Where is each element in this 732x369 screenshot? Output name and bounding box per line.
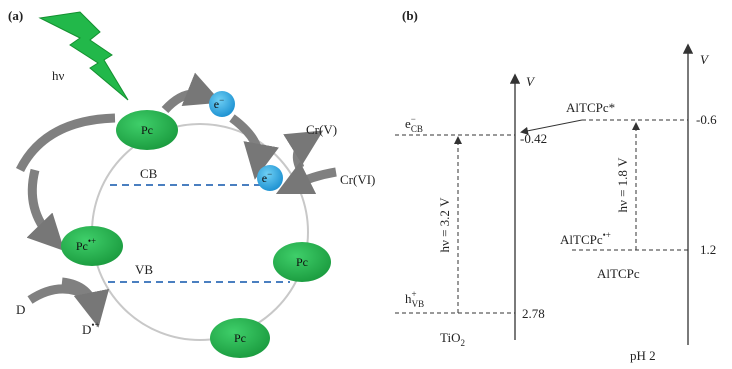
band-label: VB [135,262,153,277]
potential-label: 1.2 [700,242,716,257]
label-base: TiO [440,330,460,345]
axis-label: V [526,74,536,89]
condition-label: pH 2 [630,348,656,363]
cb-label: e−CB [405,114,423,134]
chromium-label: Cr(V) [306,122,337,137]
light-bolt [40,12,128,100]
potential-label: -0.42 [520,131,547,146]
label-sup: •+ [88,236,96,246]
panel-label: (a) [8,8,23,23]
potential-label: -0.6 [696,112,717,127]
label-sub: 2 [460,338,465,348]
label-sup: •+ [603,230,611,240]
oxidized-label: AlTCPc•+ [560,230,611,247]
pc-label: Pc [296,255,308,269]
donor-label: D•+ [82,320,100,337]
label-sub: VB [412,299,425,309]
label-sup: − [219,95,224,105]
label-base: Pc [76,239,88,253]
pc-label: Pc [234,331,246,345]
chromium-label: Cr(VI) [340,172,375,187]
label-sup: − [411,114,416,124]
label-base: Pc [296,255,308,269]
band-label: CB [140,166,158,181]
cycle-circle [92,124,308,340]
label-base: D [82,322,91,337]
label-sup: + [412,289,417,299]
arrow [297,140,308,168]
material-label: TiO2 [440,330,465,348]
light-label: hν [52,68,65,83]
label-sup: − [267,169,272,179]
excitation-label: hν = 1.8 V [615,157,630,213]
arrow [165,94,205,110]
arrow [232,118,258,162]
figure: (a) hν CB VB Pc Pc•+ Pc Pc e− e− Cr(V) C… [0,0,732,369]
donor-label: D [16,302,25,317]
vb-label: h+VB [405,289,424,309]
label-base: Pc [234,331,246,345]
arrow [292,172,336,186]
label-sup: •+ [91,320,99,330]
excited-label: AlTCPc* [566,100,615,115]
axis-label: V [700,52,710,67]
material-label: AlTCPc [597,266,640,281]
arrow [32,170,52,238]
label-sub: CB [411,124,423,134]
pc-node [61,226,123,266]
panel-label: (b) [402,8,418,23]
pc-label: Pc [141,123,153,137]
potential-label: 2.78 [522,306,545,321]
label-base: Pc [141,123,153,137]
label-base: AlTCPc [560,232,603,247]
excitation-label: hν = 3.2 V [437,197,452,253]
label-base: D [16,302,25,317]
arrow [20,118,115,170]
